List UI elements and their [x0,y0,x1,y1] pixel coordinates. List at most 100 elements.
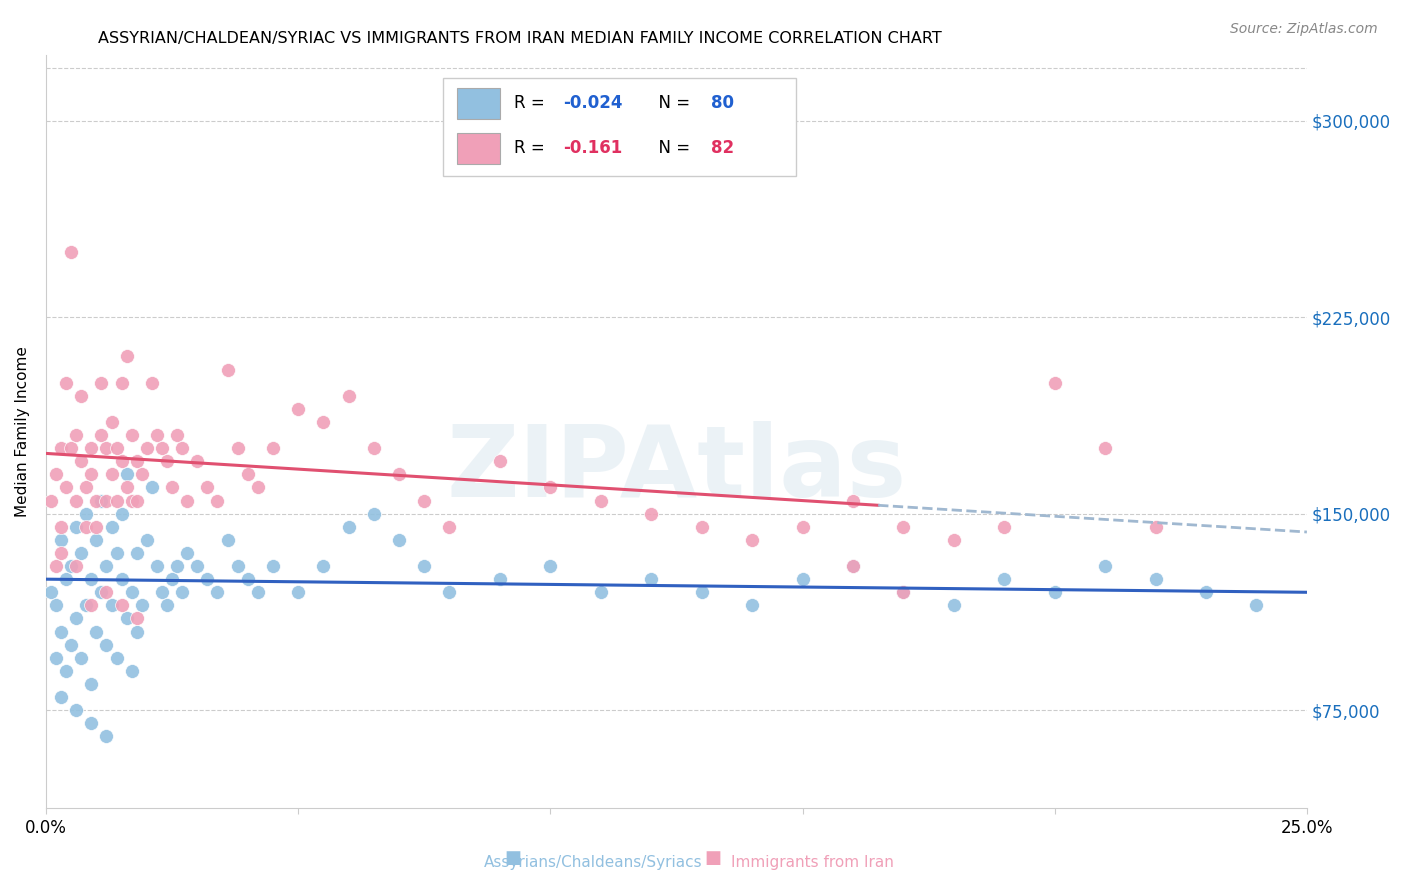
Point [111,572,134,586]
Point [131,599,153,613]
Point [439,585,461,599]
Point [115,480,138,494]
Point [90,493,112,508]
Point [246,480,269,494]
Point [312,415,335,429]
Point [39,585,62,599]
Point [166,428,188,442]
Point [893,520,915,534]
Point [75,520,97,534]
Point [141,376,163,390]
Point [186,454,208,468]
Point [49,520,72,534]
Point [90,585,112,599]
Point [125,454,148,468]
Point [100,467,122,482]
Point [246,585,269,599]
Point [96,441,118,455]
Point [70,454,93,468]
Point [207,493,229,508]
Point [172,585,194,599]
Point [86,624,108,639]
Point [217,533,239,547]
Point [45,599,67,613]
Point [236,467,259,482]
Point [65,611,87,625]
Point [640,507,662,521]
Text: Immigrants from Iran: Immigrants from Iran [731,855,894,870]
Point [388,533,411,547]
Text: ASSYRIAN/CHALDEAN/SYRIAC VS IMMIGRANTS FROM IRAN MEDIAN FAMILY INCOME CORRELATIO: ASSYRIAN/CHALDEAN/SYRIAC VS IMMIGRANTS F… [98,31,942,46]
Point [86,520,108,534]
Point [111,454,134,468]
Point [195,572,218,586]
Point [49,624,72,639]
Point [105,493,128,508]
Point [489,572,512,586]
Point [60,638,83,652]
Point [312,559,335,574]
Point [792,520,814,534]
Point [96,493,118,508]
Text: ZIPAtlas: ZIPAtlas [446,421,907,518]
Point [146,428,169,442]
Text: ■: ■ [704,849,721,867]
Point [842,559,865,574]
Point [337,389,360,403]
Point [363,441,385,455]
Point [55,376,77,390]
Point [150,585,173,599]
Point [111,599,134,613]
Point [65,428,87,442]
Point [121,664,143,678]
Point [589,493,612,508]
Point [49,690,72,704]
Point [45,650,67,665]
Point [80,441,103,455]
Point [49,533,72,547]
Point [80,572,103,586]
Point [96,730,118,744]
Point [125,493,148,508]
Point [993,572,1015,586]
Point [100,520,122,534]
Text: ■: ■ [505,849,522,867]
Point [413,559,436,574]
Point [70,389,93,403]
Point [100,415,122,429]
Point [96,585,118,599]
Point [80,716,103,731]
Text: Assyrians/Chaldeans/Syriacs: Assyrians/Chaldeans/Syriacs [485,855,703,870]
Point [75,480,97,494]
Point [538,559,561,574]
Point [100,599,122,613]
Point [226,559,249,574]
Point [55,664,77,678]
Point [60,441,83,455]
Point [589,585,612,599]
Point [156,599,179,613]
Point [55,480,77,494]
Point [150,441,173,455]
Point [1195,585,1218,599]
Point [115,350,138,364]
Point [1043,376,1066,390]
Point [65,493,87,508]
Y-axis label: Median Family Income: Median Family Income [15,346,30,517]
Point [792,572,814,586]
Point [842,493,865,508]
Point [226,441,249,455]
Point [1094,441,1116,455]
Point [236,572,259,586]
Point [125,611,148,625]
Point [166,559,188,574]
Point [160,480,183,494]
Point [942,599,965,613]
Point [1246,599,1268,613]
Point [65,703,87,717]
Point [75,599,97,613]
Point [45,559,67,574]
Point [207,585,229,599]
Point [75,507,97,521]
Point [80,677,103,691]
